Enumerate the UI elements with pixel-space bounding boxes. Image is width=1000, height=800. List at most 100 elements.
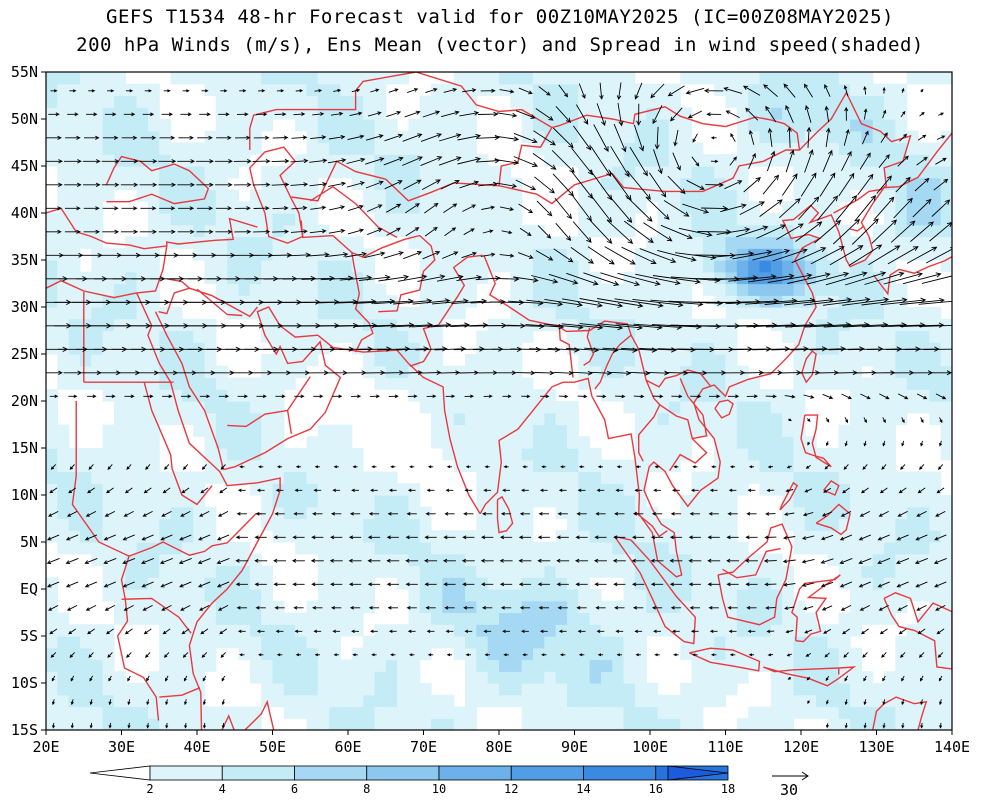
wind-vector [254, 582, 267, 587]
wind-vector [233, 182, 252, 187]
wind-vector [197, 557, 211, 564]
wind-vector [407, 394, 418, 398]
wind-vector [255, 605, 266, 610]
y-tick-label: 55N [11, 63, 38, 81]
wind-vector [859, 605, 871, 611]
wind-vector [893, 197, 913, 219]
wind-vector [483, 629, 492, 633]
wind-vector [521, 629, 529, 633]
wind-vector [878, 154, 890, 168]
wind-vector [705, 182, 724, 188]
wind-vector [516, 370, 536, 376]
wind-vector [178, 557, 192, 564]
wind-vector [311, 535, 324, 540]
wind-vector [314, 653, 320, 657]
wind-vector [634, 629, 643, 633]
wind-vector [863, 699, 867, 706]
y-axis: 55N 50N 45N 40N 35N 30N 25N 20N 15N 10N 5N EQ 5S 10S 1… [11, 63, 46, 739]
wind-vector [46, 581, 60, 588]
wind-vector [50, 89, 58, 93]
wind-vector [899, 133, 908, 142]
coastline-segment [717, 523, 793, 626]
wind-vector [255, 112, 268, 117]
wind-vector [861, 297, 908, 306]
wind-vector [371, 653, 377, 657]
colorbar-label: 6 [291, 782, 298, 796]
wind-vector [518, 582, 532, 587]
wind-vector [346, 157, 366, 164]
wind-vector [140, 135, 157, 140]
wind-vector [863, 86, 867, 95]
wind-vector [627, 370, 651, 376]
wind-vector [573, 125, 592, 151]
wind-vector [539, 629, 548, 633]
wind-vector [84, 534, 98, 541]
wind-vector [237, 629, 246, 633]
wind-vector [631, 558, 645, 563]
wind-vector [122, 534, 135, 541]
wind-vector [367, 535, 381, 540]
wind-vector [83, 182, 101, 188]
wind-vector [348, 535, 362, 540]
wind-vector [415, 346, 448, 352]
wind-vector [790, 346, 828, 352]
wind-vector [181, 628, 190, 635]
wind-vector [462, 535, 475, 540]
wind-vector [121, 206, 138, 211]
wind-vector [254, 535, 267, 540]
wind-vector [65, 135, 81, 140]
wind-vector [178, 206, 195, 211]
wind-vector [861, 628, 869, 635]
wind-vector [632, 511, 644, 516]
coastline-segment [46, 207, 168, 250]
wind-vector [145, 652, 151, 658]
border-segment [143, 382, 213, 506]
wind-vector [409, 465, 415, 469]
wind-vector [367, 111, 382, 117]
wind-vector [515, 110, 536, 119]
wind-vector [159, 206, 176, 211]
wind-vector [917, 487, 926, 494]
wind-vector [900, 110, 906, 118]
wind-vector [237, 394, 249, 399]
wind-vector [819, 172, 836, 197]
wind-vector [890, 220, 916, 243]
wind-vector [531, 275, 559, 284]
wind-vector [237, 488, 246, 492]
wind-vector [274, 112, 287, 117]
wind-vector [537, 535, 550, 540]
x-tick-label: 40E [183, 738, 210, 756]
wind-vector [756, 224, 787, 239]
wind-vector [879, 628, 888, 635]
wind-vector [349, 511, 361, 516]
wind-vector [804, 488, 813, 493]
wind-vector [216, 557, 230, 564]
wind-vector [316, 299, 359, 305]
wind-vector [863, 722, 867, 729]
border-segment [498, 106, 801, 205]
wind-vector [558, 84, 569, 98]
wind-vector [597, 298, 644, 309]
wind-vector [877, 581, 890, 588]
wind-vector [901, 699, 905, 706]
wind-vector [916, 156, 928, 166]
wind-vector [634, 82, 643, 100]
wind-vector [912, 198, 932, 218]
wind-vector [745, 582, 758, 587]
wind-vector [219, 487, 228, 494]
wind-vector [743, 176, 761, 193]
wind-vector [708, 605, 719, 610]
wind-vector [424, 226, 438, 237]
wind-vector [632, 298, 684, 308]
wind-vector [863, 108, 868, 120]
wind-vector [145, 464, 151, 470]
wind-vector [895, 557, 910, 564]
wind-vector [184, 699, 188, 706]
wind-vector [577, 629, 586, 633]
wind-vector [938, 112, 944, 116]
wind-vector [405, 203, 420, 214]
wind-vector [327, 158, 347, 164]
wind-vector [480, 582, 494, 587]
wind-vector [604, 246, 636, 265]
wind-vector [809, 346, 847, 352]
